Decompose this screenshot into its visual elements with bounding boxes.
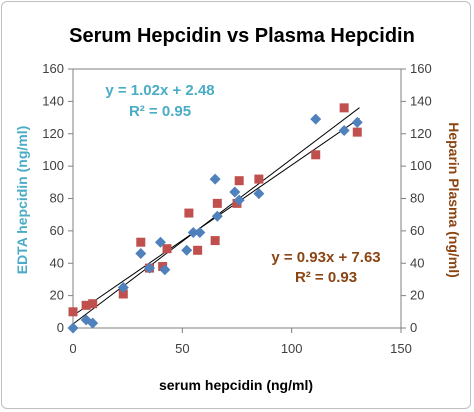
y-tick-label-right: 60 (410, 223, 424, 238)
edta-point (159, 264, 171, 276)
y-tick-label-left: 80 (50, 191, 64, 206)
heparin-point (81, 300, 91, 310)
y-tick-label-right: 0 (410, 320, 417, 335)
edta-point (209, 173, 221, 185)
y-tick-label-right: 100 (410, 158, 432, 173)
y-tick-label-left: 160 (42, 61, 64, 76)
edta-point (67, 322, 79, 334)
heparin-point (352, 127, 362, 137)
heparin-point (136, 237, 146, 247)
y-tick-label-right: 120 (410, 126, 432, 141)
heparin-point (234, 176, 244, 186)
chart-title: Serum Hepcidin vs Plasma Hepcidin (69, 25, 415, 47)
edta-point (154, 236, 166, 248)
heparin-point (193, 245, 203, 255)
data-points (67, 103, 363, 334)
edta-point (211, 210, 223, 222)
y-tick-label-left: 0 (57, 320, 64, 335)
y-tick-label-right: 40 (410, 255, 424, 270)
x-tick-label: 150 (390, 341, 412, 356)
edta-point (253, 188, 265, 200)
edta-equation-label: y = 1.02x + 2.48 (105, 82, 214, 99)
edta-point (181, 244, 193, 256)
y-tick-label-right: 160 (410, 61, 432, 76)
edta-point (87, 317, 99, 329)
y-tick-label-left: 140 (42, 93, 64, 108)
edta-point (233, 194, 245, 206)
x-tick-label: 50 (175, 341, 189, 356)
y-tick-label-left: 100 (42, 158, 64, 173)
heparin-point (311, 150, 321, 160)
y-tick-label-left: 40 (50, 255, 64, 270)
heparin-point (212, 198, 222, 208)
y-tick-label-left: 20 (50, 288, 64, 303)
edta-point (144, 262, 156, 274)
x-axis-label: serum hepcidin (ng/ml) (159, 377, 313, 393)
heparin-point (88, 299, 98, 309)
edta-r2-label: R² = 0.95 (129, 103, 191, 120)
y-tick-label-right: 80 (410, 191, 424, 206)
x-tick-label: 0 (69, 341, 76, 356)
y-tick-label-left: 120 (42, 126, 64, 141)
edta-point (194, 226, 206, 238)
heparin-point (184, 208, 194, 218)
edta-point (310, 113, 322, 125)
heparin-equation-label: y = 0.93x + 7.63 (271, 249, 380, 266)
edta-point (229, 186, 241, 198)
heparin-point (210, 236, 220, 246)
heparin-point (254, 174, 264, 184)
y-axis-left-label: EDTA hepcidin (ng/ml) (14, 126, 30, 275)
y-tick-label-left: 60 (50, 223, 64, 238)
edta-point (135, 248, 147, 260)
heparin-point (339, 103, 349, 113)
y-tick-label-right: 140 (410, 93, 432, 108)
y-tick-label-right: 20 (410, 288, 424, 303)
edta-point (187, 226, 199, 238)
heparin-point (162, 244, 172, 254)
edta-point (351, 116, 363, 128)
edta-point (117, 282, 129, 294)
heparin-point (118, 289, 128, 299)
heparin-point (68, 307, 78, 317)
edta-point (338, 125, 350, 137)
x-tick-label: 100 (281, 341, 303, 356)
y-axis-right-label: Heparin Plasma (ng/ml) (446, 122, 462, 278)
heparin-r2-label: R² = 0.93 (295, 269, 357, 286)
